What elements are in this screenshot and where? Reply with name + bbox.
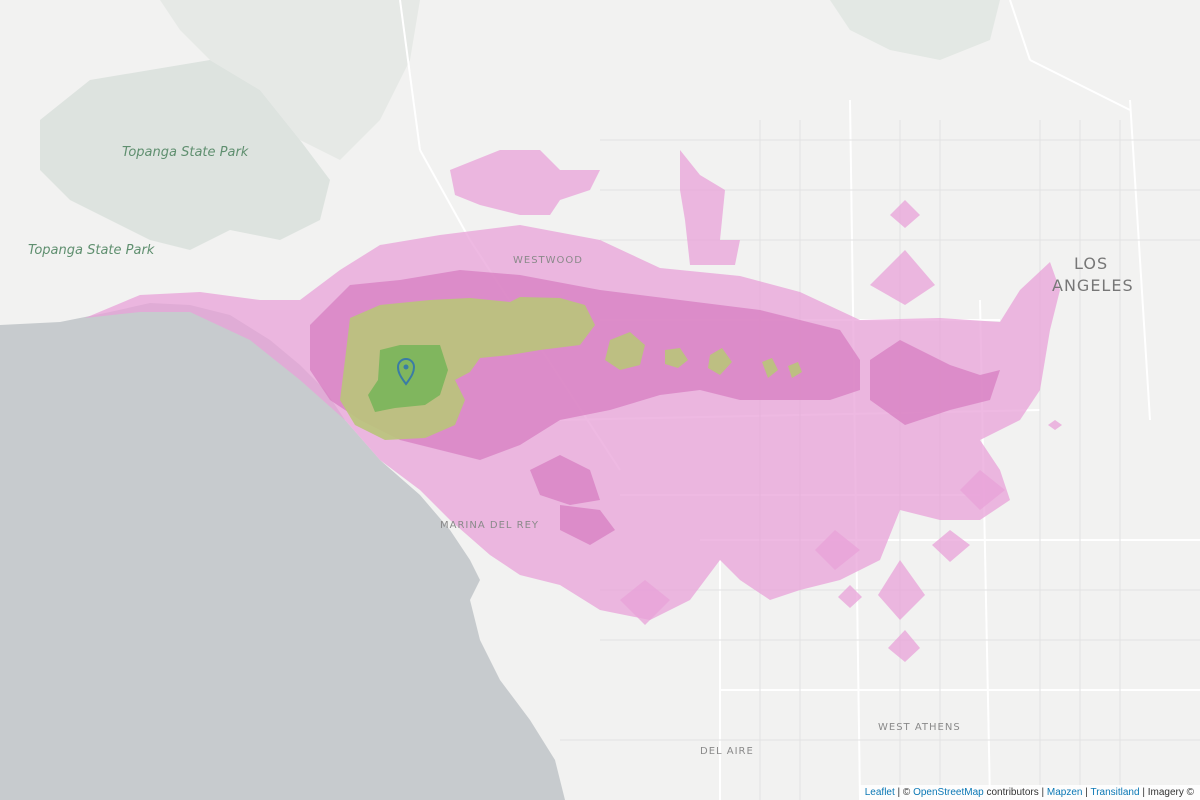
mapzen-link[interactable]: Mapzen (1046, 787, 1083, 798)
hills-area (160, 0, 420, 160)
map-pin-icon[interactable] (396, 358, 416, 386)
attribution-sep-1: | © (894, 787, 914, 798)
griffith-park-area (830, 0, 1000, 60)
place-label-topanga-state-park: Topanga State Park (122, 145, 249, 160)
attribution-contributors: contributors | (983, 787, 1047, 798)
place-label-del-aire: DEL AIRE (700, 746, 754, 757)
transitland-link[interactable]: Transitland (1090, 787, 1140, 798)
attribution-imagery: | Imagery © (1139, 787, 1194, 798)
isochrone-nearest (368, 345, 448, 412)
attribution-sep-2: | (1082, 787, 1091, 798)
ocean (0, 303, 565, 800)
leaflet-link[interactable]: Leaflet (864, 787, 895, 798)
place-label-westwood: WESTWOOD (513, 255, 583, 266)
place-label-topanga-state-park-2: Topanga State Park (28, 243, 155, 258)
place-label-west-athens: WEST ATHENS (878, 722, 961, 733)
topanga-park-area (40, 60, 330, 250)
map-attribution: Leaflet | © OpenStreetMap contributors |… (858, 785, 1200, 800)
place-label-marina-del-rey: MARINA DEL REY (440, 520, 540, 531)
openstreetmap-link[interactable]: OpenStreetMap (913, 787, 984, 798)
place-label-los-angeles: LOS ANGELES (1052, 253, 1134, 297)
place-label-angeles: ANGELES (1052, 276, 1134, 295)
place-label-los: LOS (1074, 254, 1109, 273)
